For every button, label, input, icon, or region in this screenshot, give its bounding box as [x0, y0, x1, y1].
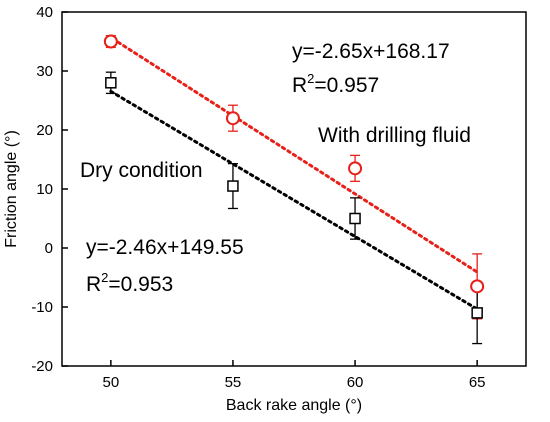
fluid-fit-line	[116, 40, 479, 274]
y-axis-ticks: -20 -10 0 10 20 30 40	[31, 4, 68, 375]
dry-point	[471, 307, 483, 319]
fluid-point	[103, 34, 118, 49]
x-axis-label: Back rake angle (°)	[226, 397, 362, 414]
fluid-r-squared: R2=0.957	[292, 71, 379, 97]
dry-point	[349, 212, 361, 225]
dry-point	[227, 180, 239, 192]
y-tick-label: 0	[45, 240, 53, 257]
dry-equation: y=-2.46x+149.55	[86, 236, 244, 259]
fluid-series-label: With drilling fluid	[318, 124, 471, 147]
x-tick-label: 60	[347, 374, 364, 391]
fit-lines	[109, 40, 479, 311]
dry-fit-line	[109, 89, 479, 311]
y-tick-label: 40	[36, 4, 53, 21]
data-markers	[103, 34, 485, 319]
y-tick-label: 30	[36, 63, 53, 80]
fluid-point	[470, 279, 485, 294]
x-tick-label: 50	[102, 374, 119, 391]
x-tick-label: 65	[469, 374, 486, 391]
y-tick-label: -10	[31, 299, 53, 316]
dry-r-squared: R2=0.953	[86, 270, 173, 296]
fluid-point	[348, 161, 363, 176]
y-tick-label: 10	[36, 181, 53, 198]
x-axis-ticks: 50 55 60 65	[102, 360, 486, 391]
x-tick-label: 55	[225, 374, 242, 391]
y-axis-label: Friction angle (°)	[3, 130, 20, 248]
y-tick-label: -20	[31, 358, 53, 375]
dry-series-label: Dry condition	[80, 159, 203, 182]
plot-frame	[61, 11, 527, 367]
fluid-point	[225, 111, 240, 126]
y-tick-label: 20	[36, 122, 53, 139]
dry-point	[105, 77, 117, 89]
fluid-equation: y=-2.65x+168.17	[292, 40, 450, 63]
